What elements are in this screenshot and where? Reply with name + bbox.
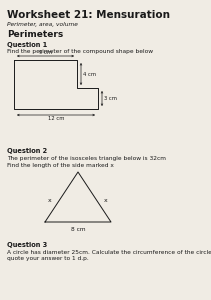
Text: x: x (104, 197, 108, 202)
Text: The perimeter of the isosceles triangle below is 32cm: The perimeter of the isosceles triangle … (7, 156, 166, 161)
Text: Question 2: Question 2 (7, 148, 47, 154)
Text: x: x (48, 197, 52, 202)
Text: Worksheet 21: Mensuration: Worksheet 21: Mensuration (7, 10, 170, 20)
Text: Find the length of the side marked x: Find the length of the side marked x (7, 163, 114, 168)
Text: Question 3: Question 3 (7, 242, 47, 248)
Text: 8 cm: 8 cm (71, 227, 85, 232)
Text: Find the perimeter of the compound shape below: Find the perimeter of the compound shape… (7, 49, 153, 54)
Text: 3 cm: 3 cm (104, 96, 117, 101)
Text: 4 cm: 4 cm (83, 71, 96, 76)
Text: A circle has diameter 25cm. Calculate the circumference of the circle and
quote : A circle has diameter 25cm. Calculate th… (7, 250, 211, 261)
Text: Perimeter, area, volume: Perimeter, area, volume (7, 22, 78, 27)
Text: Question 1: Question 1 (7, 42, 47, 48)
Text: Perimeters: Perimeters (7, 30, 63, 39)
Text: 9 cm: 9 cm (39, 50, 52, 55)
Text: 12 cm: 12 cm (48, 116, 64, 122)
